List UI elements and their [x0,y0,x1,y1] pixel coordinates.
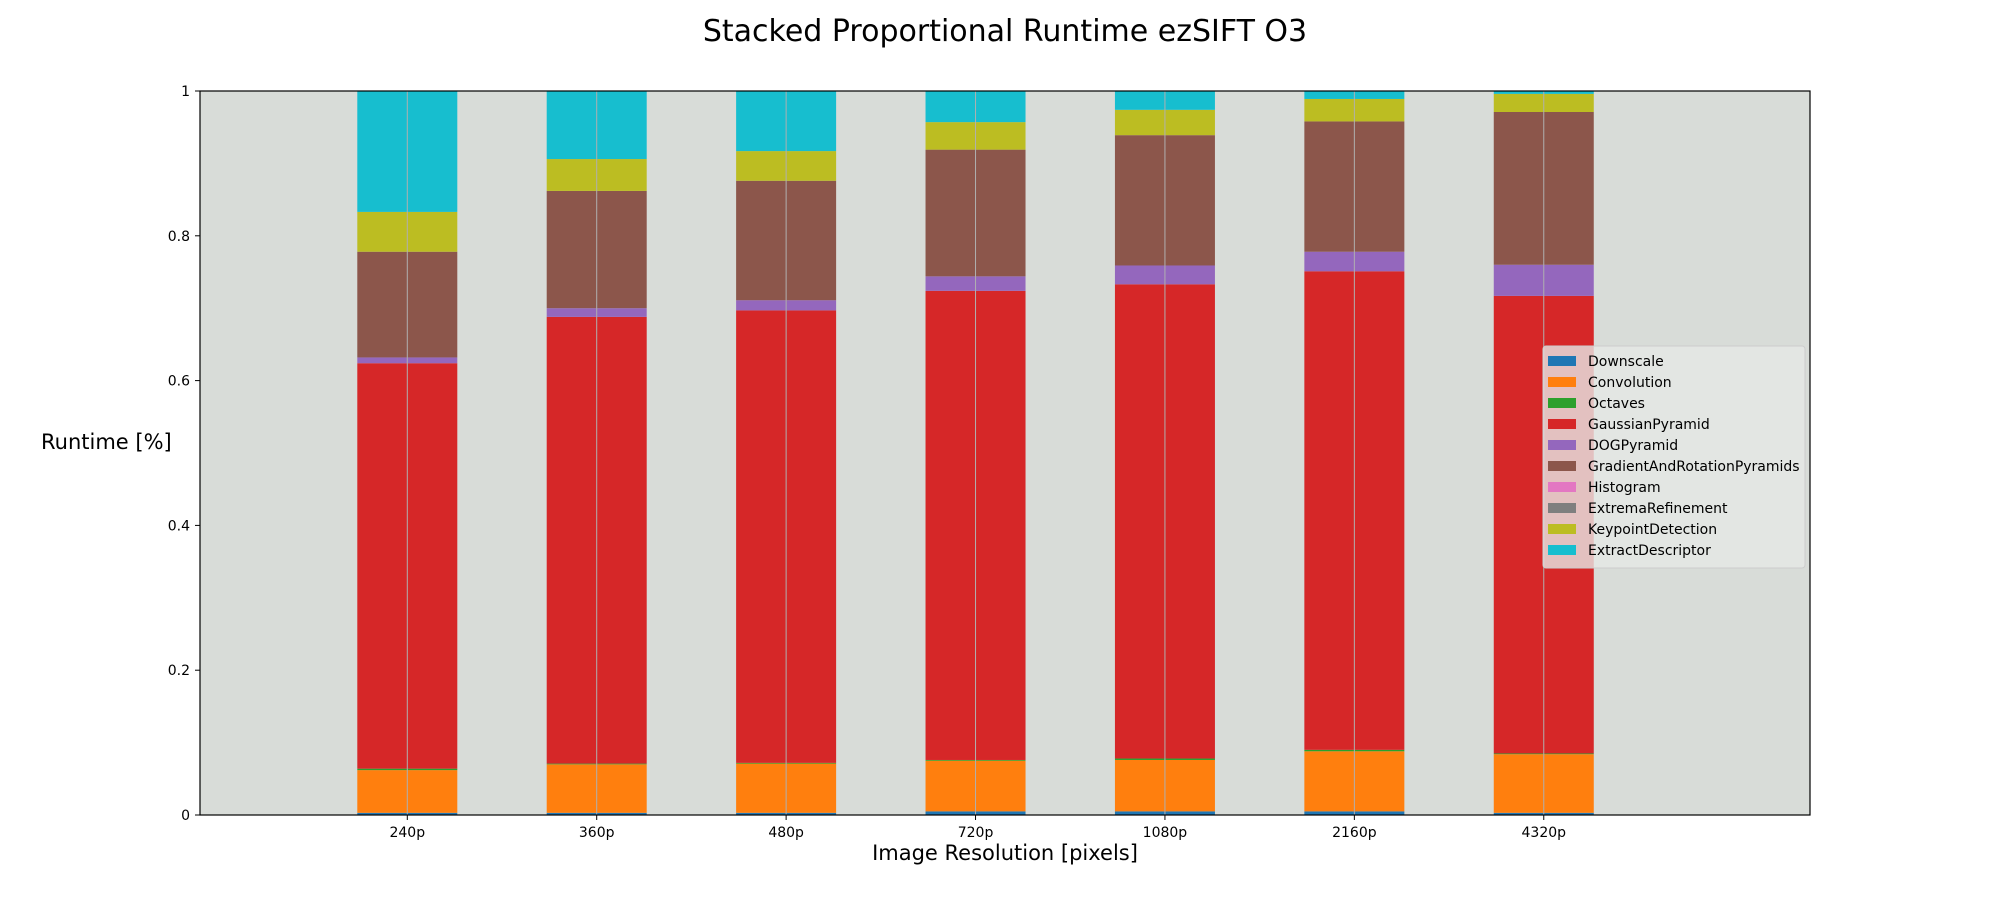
x-tick-label: 1080p [1143,825,1188,841]
legend-swatch [1548,356,1576,366]
legend: Downscale Convolution Octaves GaussianPyram… [1542,345,1806,569]
x-tick-label: 2160p [1332,825,1377,841]
legend-label: ExtractDescriptor [1588,543,1711,559]
legend-swatch [1548,440,1576,450]
legend-label: Convolution [1588,375,1672,391]
legend-label: GradientAndRotationPyramids [1588,459,1800,475]
chart-title: Stacked Proportional Runtime ezSIFT O3 [703,14,1307,49]
grid-layer [406,91,1545,815]
plot-frame [199,90,1811,816]
legend-swatch [1548,377,1576,387]
x-tick-label: 240p [389,825,425,841]
y-tick-label: 0.4 [168,518,190,534]
legend-label: GaussianPyramid [1588,417,1710,433]
y-axis-label: Runtime [%] [41,430,172,454]
y-tick-label: 1 [181,84,190,100]
legend-label: KeypointDetection [1588,522,1717,538]
legend-label: ExtremaRefinement [1588,501,1728,517]
y-tick-label: 0.2 [168,663,190,679]
legend-swatch [1548,482,1576,492]
legend-box [1542,345,1806,569]
legend-swatch [1548,419,1576,429]
x-tick-label: 360p [579,825,615,841]
legend-swatch [1548,461,1576,471]
legend-label: Histogram [1588,480,1661,496]
legend-swatch [1548,524,1576,534]
x-axis-label: Image Resolution [pixels] [872,841,1138,865]
y-tick-label: 0.8 [168,229,190,245]
legend-swatch [1548,398,1576,408]
x-tick-label: 480p [768,825,804,841]
x-tick-label: 720p [958,825,994,841]
legend-label: Octaves [1588,396,1645,412]
y-tick-label: 0 [181,808,190,824]
legend-swatch [1548,545,1576,555]
x-tick-label: 4320p [1522,825,1567,841]
legend-swatch [1548,503,1576,513]
y-tick-label: 0.6 [168,374,190,390]
ticks-layer: 240p 360p 480p 720p 1080p 2160p 4320p 0 0.2 0.4 0.… [168,84,1566,841]
legend-label: DOGPyramid [1588,438,1678,454]
legend-label: Downscale [1588,354,1664,370]
